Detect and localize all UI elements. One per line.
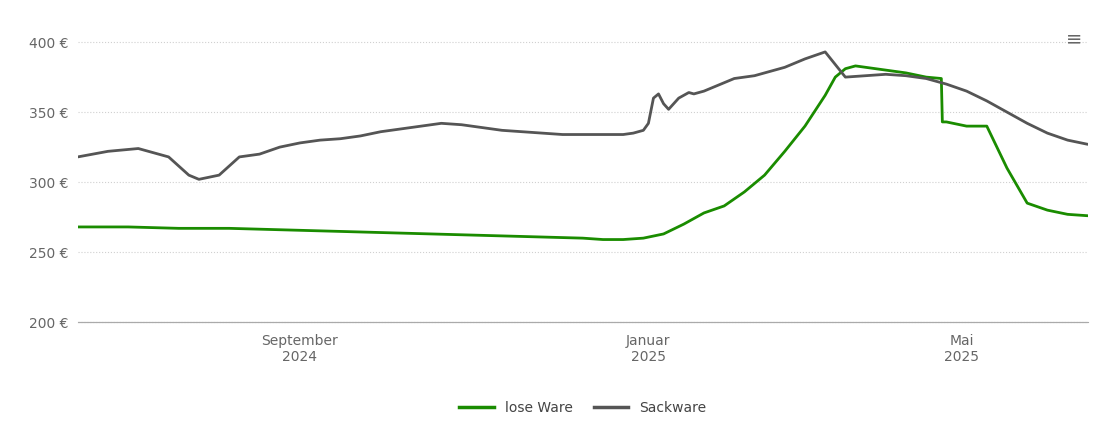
Text: ≡: ≡ bbox=[1066, 30, 1082, 49]
Legend: lose Ware, Sackware: lose Ware, Sackware bbox=[454, 396, 712, 421]
